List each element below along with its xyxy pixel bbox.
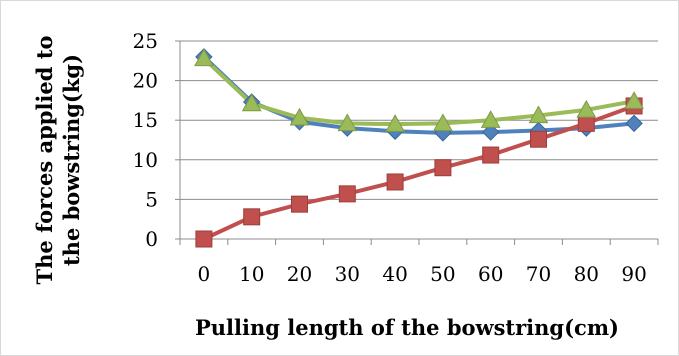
gridlines (180, 40, 658, 200)
y-axis-title-line-2: the bowstring(kg) (59, 54, 84, 266)
series-3-point (624, 91, 644, 109)
series-3-point (337, 113, 358, 132)
series-3-point (194, 48, 214, 67)
series-2-point (386, 173, 404, 191)
axes (175, 40, 659, 245)
series-3-point (576, 99, 597, 118)
series-2-point (338, 185, 356, 203)
series-1-point (481, 123, 500, 141)
series-2-point (243, 208, 261, 226)
series-3-point (528, 105, 549, 124)
x-tick-label: 60 (478, 262, 503, 286)
x-tick-label: 20 (287, 262, 312, 286)
x-tick-label: 90 (621, 262, 646, 286)
x-axis-title: Pulling length of the bowstring(cm) (195, 315, 619, 340)
series-3-point (289, 107, 310, 126)
series-line-3 (202, 56, 635, 127)
y-tick-label: 0 (145, 227, 158, 251)
series-3-point (480, 110, 501, 128)
x-tick-label: 70 (526, 262, 551, 286)
y-tick-label: 25 (133, 29, 158, 53)
series-2-point (482, 146, 500, 164)
series-3-point (241, 93, 262, 112)
y-tick-label: 20 (133, 69, 158, 93)
x-tick-label: 50 (430, 262, 455, 286)
series-2-point (530, 130, 547, 148)
series-3-point (433, 113, 453, 132)
x-tick-label: 30 (335, 262, 360, 286)
x-tick-label: 10 (239, 262, 264, 286)
y-tick-label: 10 (133, 148, 158, 172)
series-2-point (195, 230, 213, 248)
series-2-point (291, 195, 308, 213)
series-2-point (434, 159, 452, 177)
series-line-1 (202, 55, 635, 135)
series (194, 48, 644, 248)
series-2-point (577, 114, 595, 132)
y-tick-label: 5 (145, 187, 158, 211)
x-tick-label: 80 (574, 262, 599, 286)
tick-labels: 0 5 10 15 20 25 0 10 20 30 40 50 60 70 80 90 (133, 29, 647, 286)
y-axis-title-line-1: The forces applied to (32, 36, 57, 285)
x-tick-label: 40 (382, 262, 407, 286)
y-tick-label: 15 (133, 108, 158, 132)
series-1-point (625, 114, 643, 133)
x-tick-label: 0 (198, 262, 211, 286)
series-line-2 (203, 104, 635, 241)
series-3-point (385, 114, 405, 132)
